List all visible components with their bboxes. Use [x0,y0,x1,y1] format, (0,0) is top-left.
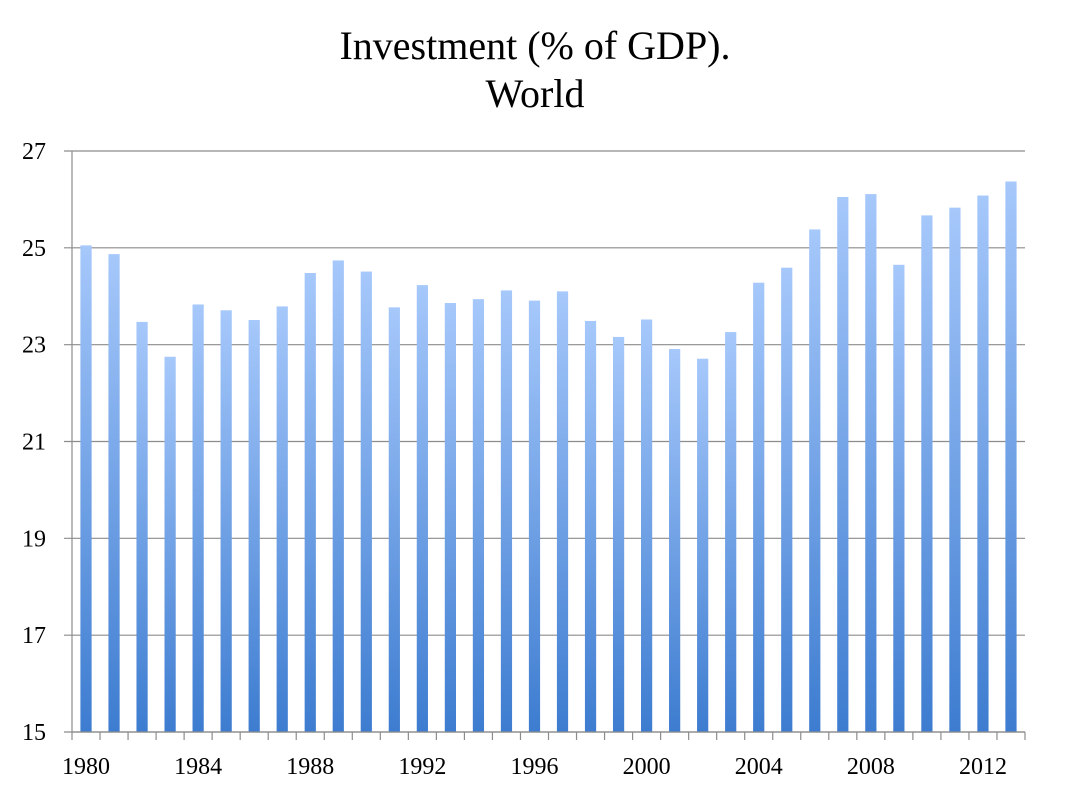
bar-1981 [108,254,120,732]
bar-2005 [781,267,793,732]
bar-1983 [164,356,176,732]
bar-1998 [584,320,597,732]
x-tick-label-2000: 2000 [623,754,671,780]
bar-2000 [640,319,653,732]
bar-1997 [556,291,569,732]
x-tick-label-2012: 2012 [959,754,1007,780]
bar-2002 [697,358,709,732]
bar-1982 [136,321,148,732]
x-tick-label-1988: 1988 [286,754,334,780]
bar-2004 [753,282,765,732]
bar-1984 [192,304,204,732]
y-tick-label-17: 17 [22,623,46,649]
x-tick-label-2008: 2008 [847,754,895,780]
bar-1987 [276,306,288,732]
bar-2011 [949,207,961,732]
bar-2010 [921,215,933,732]
bar-1992 [416,285,428,732]
y-tick-label-15: 15 [22,720,46,746]
bar-1989 [332,260,344,732]
bar-1990 [360,271,372,732]
bar-2003 [725,332,737,732]
x-tick-label-1980: 1980 [62,754,110,780]
bar-2012 [977,195,989,732]
bar-1980 [80,245,92,732]
y-tick-label-23: 23 [22,333,46,359]
bar-1994 [472,299,485,732]
x-tick-label-1996: 1996 [510,754,558,780]
bar-1996 [528,300,541,732]
y-tick-label-25: 25 [22,236,46,262]
x-tick-label-1992: 1992 [398,754,446,780]
chart-title: Investment (% of GDP). World [0,22,1070,118]
y-tick-label-19: 19 [22,526,46,552]
bar-1991 [388,307,400,732]
bar-1985 [220,310,232,732]
bar-1995 [500,290,513,732]
bar-2006 [809,229,821,732]
y-tick-label-21: 21 [22,430,46,456]
bar-2009 [893,264,905,732]
bar-1986 [248,319,260,732]
x-tick-label-2004: 2004 [735,754,783,780]
chart-title-line-1: Investment (% of GDP). [339,23,731,68]
x-tick-label-1984: 1984 [174,754,222,780]
chart-title-line-2: World [485,71,585,116]
bar-2013 [1005,181,1017,732]
bar-1999 [612,336,625,732]
bar-2007 [837,196,849,732]
bar-2008 [865,194,877,733]
y-tick-label-27: 27 [22,139,46,165]
bar-2001 [669,349,681,732]
bar-1988 [304,273,316,732]
bar-1993 [444,303,457,732]
